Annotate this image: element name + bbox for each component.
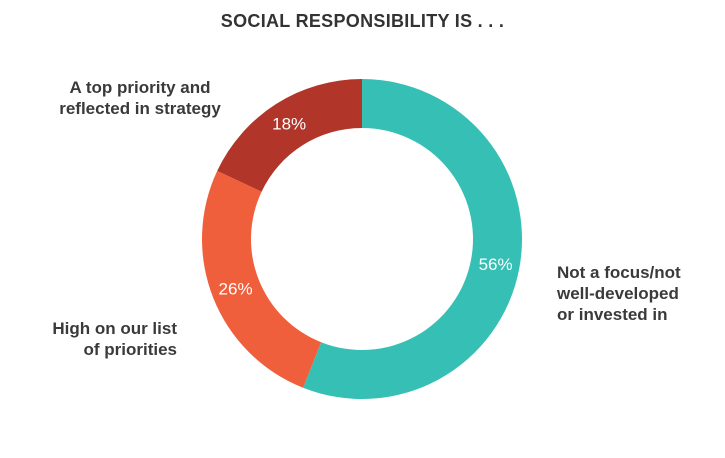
slice-value-label: 56%: [479, 255, 513, 274]
donut-slice: [303, 79, 522, 399]
category-label-line: well-developed: [557, 284, 679, 303]
donut-slices: [201, 79, 522, 399]
category-label-line: of priorities: [83, 340, 177, 359]
category-label-not-focus: Not a focus/not well-developed or invest…: [557, 262, 725, 325]
donut-slice: [217, 79, 362, 192]
chart-title: SOCIAL RESPONSIBILITY IS . . .: [220, 11, 505, 31]
category-label-top-priority: A top priority and reflected in strategy: [20, 77, 260, 119]
category-label-line: reflected in strategy: [59, 99, 221, 118]
slice-value-label: 18%: [272, 115, 306, 134]
category-label-line: A top priority and: [69, 78, 211, 97]
category-label-line: or invested in: [557, 305, 668, 324]
category-label-line: High on our list: [52, 319, 177, 338]
category-label-high-priority: High on our list of priorities: [10, 318, 177, 360]
donut-value-labels: 56% 26% 18%: [219, 115, 513, 299]
donut-slice: [201, 170, 322, 388]
slice-value-label: 26%: [219, 280, 253, 299]
category-label-line: Not a focus/not: [557, 263, 681, 282]
